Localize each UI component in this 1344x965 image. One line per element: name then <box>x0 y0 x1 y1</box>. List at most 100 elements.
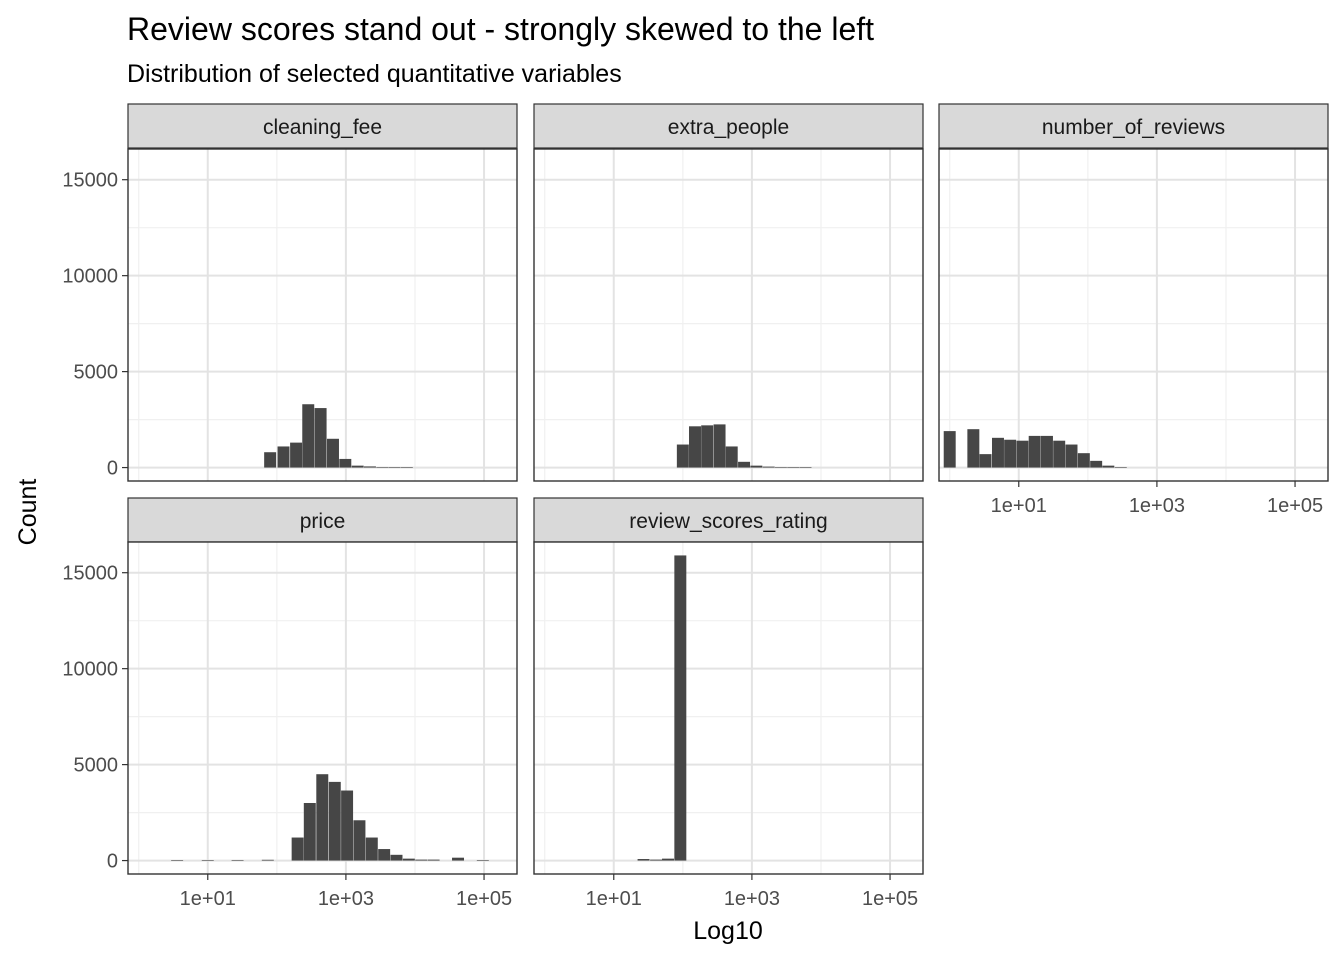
x-tick-label: 1e+03 <box>318 888 374 910</box>
histogram-bar <box>427 859 440 861</box>
y-axis-label: Count <box>14 479 42 546</box>
facet-strip <box>533 103 924 149</box>
x-tick-label: 1e+05 <box>1267 495 1323 517</box>
histogram-bar <box>1077 453 1090 468</box>
histogram-bar <box>1102 465 1115 468</box>
histogram-bar <box>316 774 329 861</box>
x-tick-label: 1e+01 <box>991 495 1047 517</box>
histogram-bar <box>201 860 214 861</box>
histogram-bar <box>351 465 364 468</box>
y-tick-label: 10000 <box>62 659 118 681</box>
x-tick-label: 1e+01 <box>180 888 236 910</box>
facet-panel-number_of_reviews: number_of_reviews 1e+01 1e+03 1e+05 <box>938 103 1329 517</box>
panel-border <box>938 148 1329 482</box>
histogram-bar <box>363 466 376 468</box>
x-tick-label: 1e+03 <box>724 888 780 910</box>
histogram-bar <box>762 466 775 468</box>
histogram-bar <box>991 437 1004 468</box>
histogram-bar <box>689 426 701 468</box>
facet-strip <box>127 103 518 149</box>
facet-panel-review_scores_rating: review_scores_rating 1e+01 1e+03 1e+05 <box>533 497 924 910</box>
histogram-bar <box>328 781 341 861</box>
histogram-bar <box>713 424 726 468</box>
histogram-bar <box>452 857 465 861</box>
histogram-bar <box>264 452 277 468</box>
histogram-bar <box>339 458 352 468</box>
histogram-bar <box>738 461 751 468</box>
panel-border <box>533 541 924 875</box>
x-tick-label: 1e+05 <box>862 888 918 910</box>
histogram-bar <box>1090 460 1103 468</box>
histogram-bar <box>353 820 366 861</box>
histogram-bar <box>1016 440 1029 468</box>
histogram-bar <box>390 854 403 861</box>
facet-panel-extra_people: extra_people <box>533 103 924 482</box>
histogram-bar <box>277 446 290 468</box>
histogram-bar <box>171 860 184 861</box>
histogram-bar <box>400 467 413 468</box>
histogram-bar <box>979 454 992 468</box>
y-tick-label: 5000 <box>74 755 119 777</box>
x-axis-label: Log10 <box>693 917 763 945</box>
histogram-bar <box>774 466 787 468</box>
histogram-bar <box>476 860 489 861</box>
histogram-bar <box>378 849 391 861</box>
histogram-bar <box>662 858 674 861</box>
histogram-bar <box>1065 444 1078 468</box>
x-tick-label: 1e+01 <box>586 888 642 910</box>
histogram-bar <box>1028 435 1041 468</box>
y-tick-label: 5000 <box>74 362 119 384</box>
histogram-bar <box>799 467 812 468</box>
histogram-bar <box>701 425 714 468</box>
histogram-bar <box>402 858 415 861</box>
histogram-bar <box>231 859 244 861</box>
plot-background <box>534 542 923 874</box>
chart-subtitle: Distribution of selected quantitative va… <box>127 60 622 88</box>
histogram-bar <box>637 859 650 861</box>
facet-label: number_of_reviews <box>1042 116 1225 139</box>
histogram-bar <box>676 444 689 468</box>
histogram-bar <box>787 467 800 468</box>
histogram-bar <box>943 431 956 468</box>
histogram-bar <box>290 442 303 468</box>
histogram-bar <box>1053 440 1066 468</box>
histogram-bar <box>415 859 428 861</box>
plot-background <box>534 149 923 481</box>
histogram-bar <box>365 837 378 861</box>
facet-panels: cleaning_fee 0 5000 10000 15000 extra_people n… <box>62 103 1329 910</box>
y-tick-label: 0 <box>107 851 118 873</box>
x-tick-label: 1e+03 <box>1129 495 1185 517</box>
histogram-bar <box>303 802 316 861</box>
histogram-bar <box>750 465 763 468</box>
panel-border <box>127 541 518 875</box>
facet-strip <box>938 103 1329 149</box>
panel-border <box>127 148 518 482</box>
histogram-bar <box>725 446 738 468</box>
y-tick-label: 15000 <box>62 170 118 192</box>
histogram-bar <box>376 466 389 468</box>
plot-background <box>939 149 1328 481</box>
facet-strip <box>533 497 924 543</box>
histogram-bar <box>341 790 354 861</box>
histogram-bar <box>388 467 401 468</box>
histogram-bar <box>261 859 274 861</box>
histogram-bar <box>674 555 687 861</box>
histogram-bar <box>1114 466 1127 468</box>
histogram-bar <box>302 404 315 468</box>
facet-label: cleaning_fee <box>263 116 382 139</box>
histogram-bar <box>291 837 304 861</box>
facet-panel-cleaning_fee: cleaning_fee 0 5000 10000 15000 <box>62 103 518 482</box>
histogram-bar <box>967 429 980 468</box>
facet-label: price <box>300 510 346 533</box>
histogram-bar <box>314 408 327 468</box>
y-tick-label: 0 <box>107 458 118 480</box>
histogram-bar <box>327 438 339 468</box>
chart-title: Review scores stand out - strongly skewe… <box>127 11 874 47</box>
histogram-bar <box>1040 435 1053 468</box>
y-tick-label: 10000 <box>62 266 118 288</box>
x-tick-label: 1e+05 <box>456 888 512 910</box>
histogram-bar <box>650 859 663 861</box>
panel-border <box>533 148 924 482</box>
